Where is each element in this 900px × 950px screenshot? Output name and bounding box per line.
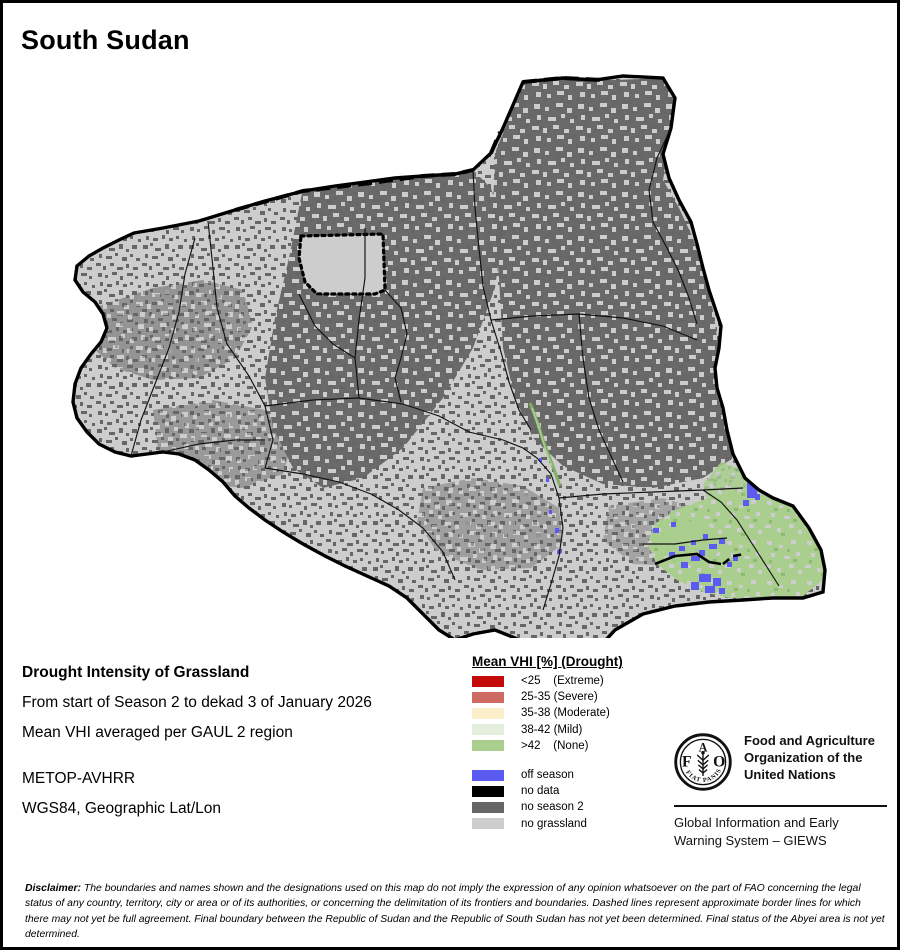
legend-item-severe[interactable]: 25-35 (Severe) <box>472 689 672 705</box>
fao-name-line1: Food and Agriculture <box>744 733 875 748</box>
map-legend: Mean VHI [%] (Drought) <25 (Extreme) 25-… <box>472 654 672 832</box>
southeast-internal-boundary <box>654 552 746 566</box>
legend-label-none: >42 (None) <box>521 739 589 752</box>
info-heading: Drought Intensity of Grassland <box>22 664 250 681</box>
disclaimer-text: The boundaries and names shown and the d… <box>25 883 885 940</box>
info-projection: WGS84, Geographic Lat/Lon <box>22 800 222 817</box>
legend-swatch-severe <box>472 691 504 703</box>
legend-label-off-season: off season <box>521 769 574 782</box>
legend-item-moderate[interactable]: 35-38 (Moderate) <box>472 705 672 721</box>
info-spacer <box>22 748 452 764</box>
giews-unit-name: Global Information and Early Warning Sys… <box>674 814 889 850</box>
fao-emblem-icon: F A O <box>674 733 732 796</box>
legend-swatch-moderate <box>472 707 504 719</box>
fao-divider <box>674 805 887 807</box>
legend-label-mild: 38-42 (Mild) <box>521 723 583 736</box>
legend-label-severe: 25-35 (Severe) <box>521 691 598 704</box>
legend-label-extreme: <25 (Extreme) <box>521 675 604 688</box>
legend-swatch-none <box>472 740 504 752</box>
legend-item-none[interactable]: >42 (None) <box>472 738 672 754</box>
legend-label-no-data: no data <box>521 785 560 798</box>
disclaimer: Disclaimer: The boundaries and names sho… <box>25 881 885 942</box>
legend-item-off-season[interactable]: off season <box>472 767 672 783</box>
legend-swatch-no-data <box>472 785 504 797</box>
legend-swatch-off-season <box>472 769 504 781</box>
giews-line1: Global Information and Early <box>674 815 839 830</box>
admin-boundaries <box>130 127 780 611</box>
svg-text:A: A <box>699 741 708 755</box>
legend-item-mild[interactable]: 38-42 (Mild) <box>472 722 672 738</box>
legend-item-no-season-2[interactable]: no season 2 <box>472 799 672 815</box>
info-period: From start of Season 2 to dekad 3 of Jan… <box>22 694 372 711</box>
legend-title: Mean VHI [%] (Drought) <box>472 654 623 669</box>
legend-swatch-no-season-2 <box>472 801 504 813</box>
abyei-area-dotted-boundary <box>297 232 387 296</box>
info-sensor: METOP-AVHRR <box>22 770 136 787</box>
approximate-northern-border <box>234 75 604 212</box>
legend-item-extreme[interactable]: <25 (Extreme) <box>472 673 672 689</box>
giews-line2: Warning System – GIEWS <box>674 833 827 848</box>
fao-organization-name: Food and Agriculture Organization of the… <box>744 732 875 783</box>
nile-valley-green-strip <box>528 402 562 487</box>
info-metric: Mean VHI averaged per GAUL 2 region <box>22 724 293 741</box>
legend-item-no-grassland[interactable]: no grassland <box>472 816 672 832</box>
map-canvas[interactable] <box>3 58 897 638</box>
map-info-block: Drought Intensity of Grassland From star… <box>22 658 452 824</box>
south-sudan-drought-map[interactable] <box>3 58 897 638</box>
disclaimer-prefix: Disclaimer: <box>25 883 82 894</box>
fao-name-line3: United Nations <box>744 767 836 782</box>
abyei-area-fill <box>299 234 385 294</box>
legend-swatch-mild <box>472 724 504 736</box>
legend-label-no-grassland: no grassland <box>521 817 587 830</box>
legend-swatch-no-grassland <box>472 818 504 830</box>
legend-swatch-extreme <box>472 675 504 687</box>
page-title: South Sudan <box>21 25 190 55</box>
fao-branding-block: F A O <box>674 732 889 850</box>
svg-text:O: O <box>713 754 725 771</box>
fao-name-line2: Organization of the <box>744 750 863 765</box>
map-landmass <box>73 76 825 638</box>
svg-text:F: F <box>682 754 692 771</box>
no-season-2-areas <box>91 78 733 570</box>
off-season-pixels <box>539 458 760 594</box>
legend-item-no-data[interactable]: no data <box>472 783 672 799</box>
legend-label-moderate: 35-38 (Moderate) <box>521 707 610 720</box>
legend-label-no-season-2: no season 2 <box>521 801 584 814</box>
legend-spacer <box>472 754 672 767</box>
